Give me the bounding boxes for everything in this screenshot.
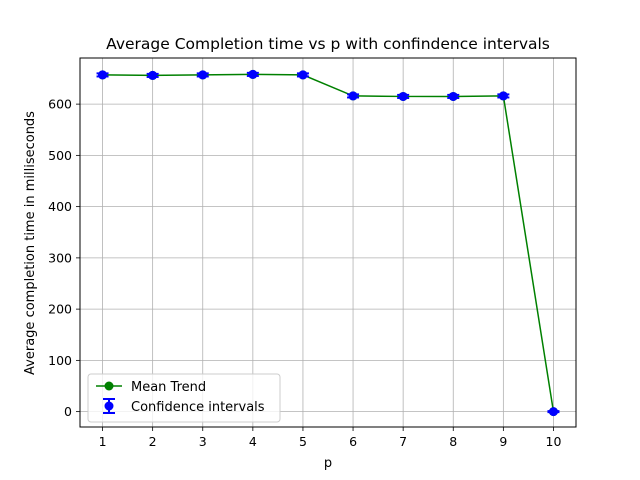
confidence-interval-point [398,91,408,101]
y-tick-label: 200 [48,302,72,317]
chart-title: Average Completion time vs p with confin… [106,35,550,53]
grid [80,58,576,427]
confidence-interval-point [98,70,108,80]
x-ticks: 1 2 3 4 5 6 7 8 9 10 [99,427,562,449]
y-tick-label: 100 [48,353,72,368]
legend-item-confidence-intervals: Confidence intervals [103,398,265,415]
confidence-intervals-series [96,69,560,417]
x-axis-label: p [324,456,332,471]
confidence-interval-point [498,91,508,101]
legend-item-mean-trend: Mean Trend [96,380,206,395]
x-tick-label: 6 [349,434,357,449]
x-tick-label: 3 [199,434,207,449]
confidence-interval-point [148,70,158,80]
legend-label-confidence-intervals: Confidence intervals [131,400,265,415]
y-tick-label: 300 [48,250,72,265]
y-tick-label: 500 [48,148,72,163]
confidence-interval-point [548,407,558,417]
x-tick-label: 8 [449,434,457,449]
confidence-interval-point [248,69,258,79]
legend-box [87,373,281,423]
plot-frame [79,57,577,428]
confidence-interval-point [298,70,308,80]
legend-marker-icon [104,381,114,391]
legend-label-mean-trend: Mean Trend [131,380,206,395]
y-tick-label: 0 [64,404,72,419]
y-tick-label: 600 [48,97,72,112]
confidence-interval-point [348,91,358,101]
y-ticks: 0 100 200 300 400 500 600 [48,97,80,419]
mean-trend-series [98,69,558,417]
x-tick-label: 4 [249,434,257,449]
legend-errorbar-marker-icon [104,401,114,411]
x-tick-label: 10 [546,434,562,449]
confidence-interval-point [198,70,208,80]
confidence-interval-point [448,91,458,101]
x-tick-label: 5 [299,434,307,449]
x-tick-label: 2 [149,434,157,449]
x-tick-label: 7 [399,434,407,449]
x-tick-label: 9 [499,434,507,449]
x-tick-label: 1 [99,434,107,449]
y-axis-label: Average completion time in milliseconds [23,111,38,375]
y-tick-label: 400 [48,199,72,214]
mean-trend-line [102,73,555,412]
legend: Mean Trend Confidence intervals [87,373,281,423]
